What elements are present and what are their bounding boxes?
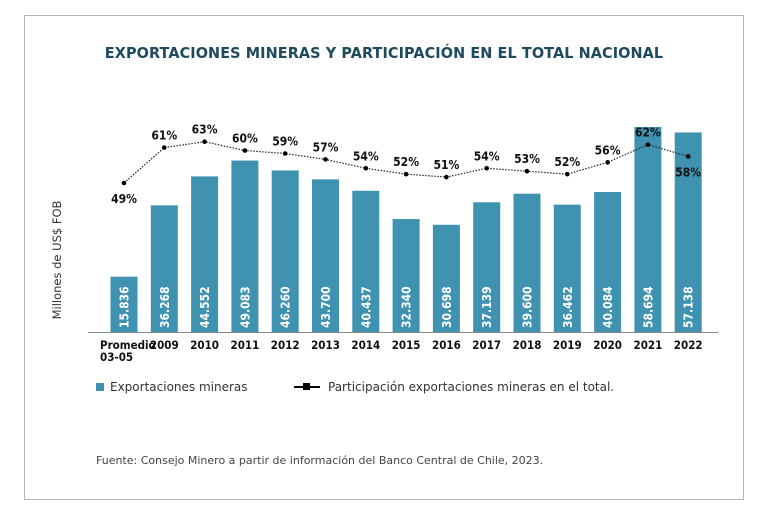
legend-label: Participación exportaciones mineras en e… [328,380,615,394]
share-value-label: 61% [151,129,177,143]
x-tick-label: 2014 [351,338,380,352]
bar [432,224,460,332]
bar-value-label: 37.139 [480,286,494,328]
share-value-label: 49% [111,192,137,206]
x-tick-label: 2018 [513,338,542,352]
share-point [363,165,369,171]
legend-item-bars: Exportaciones mineras [96,380,248,394]
bar-value-label: 43.700 [319,286,333,328]
x-tick-label: 2017 [472,338,501,352]
bar-value-label: 36.268 [158,286,172,328]
x-tick-label: 2010 [190,338,219,352]
bar-value-label: 39.600 [521,286,535,328]
bar [473,202,501,332]
legend-line-marker-icon [294,382,320,392]
share-point [444,174,449,180]
share-value-label: 53% [514,152,540,166]
x-tick-label: 2011 [231,338,260,352]
share-point [121,180,127,186]
x-tick-label: 2022 [674,338,703,352]
bar-value-label: 40.084 [601,286,615,328]
share-point [323,157,328,162]
share-point [242,148,248,153]
share-value-label: 59% [272,135,298,149]
bar [674,132,702,332]
bar-value-label: 58.694 [641,286,655,328]
x-tick-label: 2016 [432,338,461,352]
x-tick-label: 2019 [553,338,582,352]
chart-frame [24,15,744,500]
x-tick-label: 2015 [392,338,421,352]
share-value-label: 54% [353,149,379,163]
share-point [685,154,691,159]
bar [110,276,138,332]
bar-value-label: 15.836 [118,286,132,328]
bar [634,127,662,332]
share-point [565,171,570,177]
share-value-label: 58% [675,165,701,179]
bar-value-label: 36.462 [561,286,575,328]
share-point [403,171,409,177]
bar-value-label: 30.698 [440,286,454,328]
share-point [162,145,167,150]
bar [271,170,299,332]
bar-value-label: 32.340 [400,286,414,328]
x-tick-label: 2013 [311,338,340,352]
share-value-label: 62% [635,126,661,140]
chart-title: EXPORTACIONES MINERAS Y PARTICIPACIÓN EN… [104,44,664,62]
share-point [645,142,651,147]
legend-bar-swatch [96,383,104,391]
share-line [123,141,689,184]
x-tick-label: 2020 [593,338,622,352]
bar [392,219,420,332]
share-point [524,168,530,174]
bar [150,205,178,332]
x-tick-label: 2009 [150,338,179,352]
share-value-label: 60% [232,132,258,146]
share-value-label: 54% [474,149,500,163]
bar [231,160,259,332]
x-tick-label: 2012 [271,338,300,352]
share-value-label: 52% [393,155,419,169]
share-point [605,160,610,165]
bar-value-label: 57.138 [682,286,696,328]
share-point [202,139,207,144]
x-tick-label: 2021 [634,338,663,352]
x-tick-label: 03-05 [100,350,133,364]
x-tick-label: Promedio [100,338,156,352]
bar [352,190,380,332]
share-point [484,165,490,171]
bar [594,191,622,332]
share-value-label: 57% [313,140,339,154]
share-point [282,151,288,156]
legend-label: Exportaciones mineras [110,380,248,394]
bar [312,179,339,332]
legend-item-line: Participación exportaciones mineras en e… [294,380,614,394]
share-value-label: 51% [433,158,459,172]
bar-value-label: 44.552 [198,286,212,328]
source-note: Fuente: Consejo Minero a partir de infor… [96,454,544,467]
bar [553,204,581,332]
bar [513,193,541,332]
share-value-label: 52% [554,155,580,169]
bar-value-label: 46.260 [279,286,293,328]
share-value-label: 56% [595,143,621,157]
bar [191,176,219,332]
bar-value-label: 40.437 [359,286,373,328]
share-value-label: 63% [192,123,218,137]
bar-value-label: 49.083 [238,286,252,328]
